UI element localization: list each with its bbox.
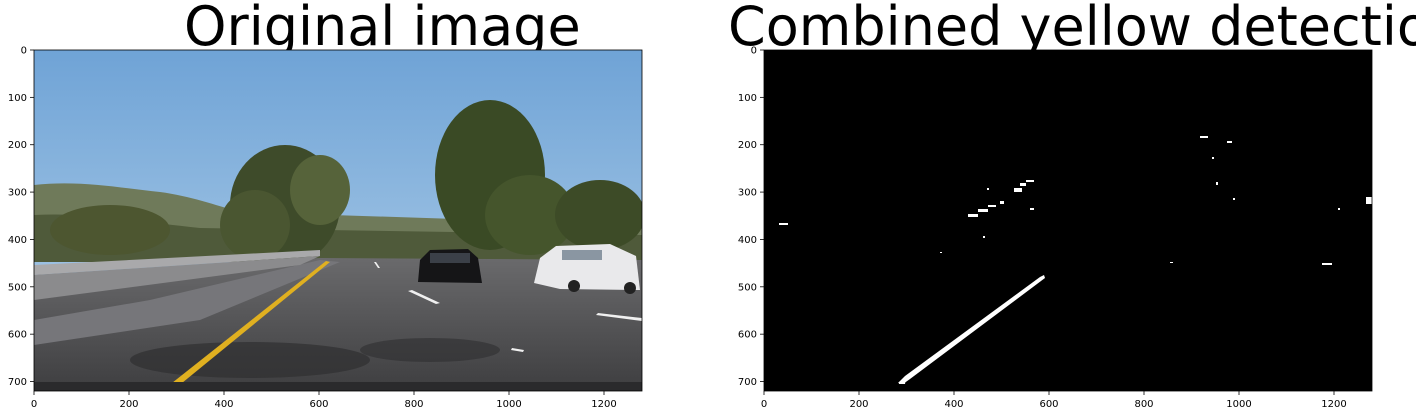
- right-y-tick-label: 700: [738, 377, 757, 388]
- mask-image: [764, 50, 1372, 391]
- right-axes-ticks: 0 200 400 600 800 1000 1200 0 100 200 300 400 500 600…: [738, 46, 1347, 411]
- right-x-tick-label: 1200: [1321, 399, 1346, 410]
- right-panel-title: Combined yellow detection: [728, 0, 1416, 58]
- right-x-tick-label: 400: [944, 399, 963, 410]
- left-y-tick-label: 700: [8, 377, 27, 388]
- right-x-tick-label: 200: [849, 399, 868, 410]
- left-y-tick-label: 200: [8, 140, 27, 151]
- right-x-tick-label: 0: [761, 399, 767, 410]
- left-x-tick-label: 1200: [591, 399, 616, 410]
- right-y-tick-label: 400: [738, 235, 757, 246]
- left-y-tick-label: 600: [8, 330, 27, 341]
- left-x-tick-label: 1000: [496, 399, 521, 410]
- right-y-tick-label: 300: [738, 188, 757, 199]
- left-y-tick-label: 500: [8, 282, 27, 293]
- right-y-tick-label: 500: [738, 282, 757, 293]
- right-x-tick-label: 800: [1134, 399, 1153, 410]
- left-y-tick-label: 100: [8, 93, 27, 104]
- right-y-tick-label: 0: [751, 46, 757, 57]
- left-y-tick-label: 0: [21, 46, 27, 57]
- left-y-tick-label: 300: [8, 188, 27, 199]
- original-image: [34, 50, 642, 391]
- left-axes-ticks: 0 200 400 600 800 1000 1200 0 100 200 300 400 500 600…: [8, 46, 617, 411]
- right-axes-frame: [763, 49, 1373, 392]
- left-x-tick-label: 0: [31, 399, 37, 410]
- left-axes-frame: [33, 49, 643, 392]
- left-y-tick-label: 400: [8, 235, 27, 246]
- right-x-tick-label: 1000: [1226, 399, 1251, 410]
- left-x-tick-label: 400: [214, 399, 233, 410]
- left-x-tick-label: 800: [404, 399, 423, 410]
- left-panel-title: Original image: [184, 0, 581, 58]
- left-x-tick-label: 600: [309, 399, 328, 410]
- left-x-tick-label: 200: [119, 399, 138, 410]
- right-y-tick-label: 600: [738, 330, 757, 341]
- right-x-tick-label: 600: [1039, 399, 1058, 410]
- right-y-tick-label: 100: [738, 93, 757, 104]
- right-y-tick-label: 200: [738, 140, 757, 151]
